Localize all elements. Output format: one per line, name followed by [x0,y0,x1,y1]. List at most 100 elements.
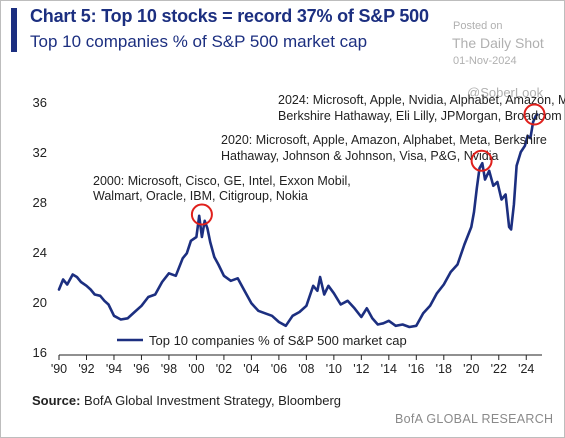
data-point [223,275,225,277]
data-point [513,203,515,206]
data-point [103,300,105,302]
data-point [481,162,483,164]
data-point [237,277,239,279]
annotation-text-2000: 2000: Microsoft, Cisco, GE, Intel, Exxon… [93,174,351,188]
data-point [532,121,534,123]
annotation-text-2020: Hathaway, Johnson & Johnson, Visa, P&G, … [221,149,499,163]
data-point [333,292,335,294]
data-point [147,296,149,298]
data-point [366,307,368,309]
data-point [371,317,373,319]
data-point [327,285,329,287]
watermark-posted-on: Posted on [453,20,503,32]
data-point [206,227,208,229]
x-tick-label: '98 [161,362,177,376]
annotation-text-2024: 2024: Microsoft, Apple, Nvidia, Alphabet… [278,93,565,107]
x-tick-label: '22 [491,362,507,376]
data-point [292,315,294,317]
highlight-circle-2024 [523,103,546,126]
x-tick-label: '24 [518,362,534,376]
chart-subtitle: Top 10 companies % of S&P 500 market cap [30,32,368,51]
legend-label: Top 10 companies % of S&P 500 market cap [149,333,407,348]
data-point [127,317,129,319]
data-point [161,281,163,283]
y-tick-label: 32 [33,145,47,160]
y-tick-label: 36 [33,95,47,110]
x-tick-label: '90 [51,362,67,376]
x-tick-label: '04 [243,362,259,376]
data-point [278,321,280,323]
data-point [243,290,246,292]
data-point [58,288,60,291]
data-point [264,312,266,314]
data-point [536,113,538,116]
x-tick-label: '12 [353,362,369,376]
data-point [250,302,252,304]
data-point [436,292,438,294]
data-point [496,181,498,183]
data-point [230,280,232,282]
title-accent-bar [11,8,17,52]
data-point [508,226,510,228]
watermark-handle: @SoberLook [467,85,544,100]
data-point [298,311,301,313]
data-point [120,318,122,321]
data-point [195,236,197,238]
data-point [505,193,507,196]
data-point [198,215,200,217]
data-point [429,305,431,307]
series-line [57,113,539,329]
data-point [175,275,177,277]
x-tick-label: '18 [436,362,452,376]
data-point [484,178,486,181]
data-point [201,236,203,238]
data-point [257,310,259,312]
data-point [323,293,325,296]
data-point [516,165,518,167]
data-point [408,326,410,328]
data-point [190,240,192,242]
highlight-circle-2020 [470,149,493,172]
data-point [134,311,136,313]
x-tick-label: '10 [326,362,342,376]
data-point [72,273,74,276]
data-point [209,241,211,243]
x-tick-label: '20 [463,362,479,376]
y-tick-label: 20 [33,295,47,310]
data-point [217,263,219,266]
data-point [463,243,465,246]
data-point [415,325,417,327]
data-point [478,167,481,169]
data-point [140,305,143,307]
x-tick-label: '92 [78,362,94,376]
data-point [182,257,184,259]
source-note: Source: BofA Global Investment Strategy,… [32,393,341,408]
data-point [510,228,512,231]
data-point [535,115,537,117]
x-tick-label: '06 [271,362,287,376]
data-point [340,303,342,306]
data-point [382,322,384,324]
highlight-circle-2000 [190,203,213,226]
data-point [271,315,273,317]
data-point [316,290,318,292]
data-point [402,323,404,326]
data-point [204,220,206,222]
x-tick-label: '16 [408,362,424,376]
data-point [285,325,287,327]
data-point [520,151,522,153]
x-tick-label: '08 [298,362,314,376]
x-tick-label: '14 [381,362,397,376]
data-point [305,305,307,307]
data-point [213,256,215,258]
data-point [395,325,397,327]
data-point [450,271,452,273]
x-tick-label: '96 [133,362,149,376]
data-point [66,283,68,286]
data-point [312,285,314,287]
data-point [94,293,96,296]
data-point [377,323,379,326]
data-point [456,263,459,266]
data-point [488,170,490,172]
data-point [90,288,92,291]
